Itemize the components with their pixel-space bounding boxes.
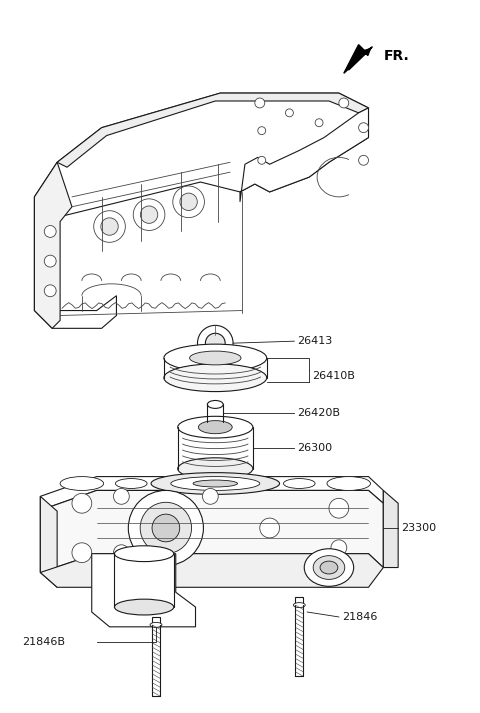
Circle shape <box>133 199 165 230</box>
Circle shape <box>203 488 218 504</box>
Ellipse shape <box>193 480 238 487</box>
Ellipse shape <box>284 478 315 488</box>
Circle shape <box>44 225 56 237</box>
Text: 26300: 26300 <box>297 443 333 453</box>
Polygon shape <box>384 491 398 568</box>
Circle shape <box>359 123 369 133</box>
Ellipse shape <box>60 476 104 491</box>
Circle shape <box>180 193 197 210</box>
Circle shape <box>205 333 225 353</box>
Polygon shape <box>344 45 372 73</box>
Circle shape <box>113 545 129 560</box>
Ellipse shape <box>164 344 267 371</box>
Circle shape <box>101 218 118 235</box>
Text: 26413: 26413 <box>297 336 333 347</box>
Circle shape <box>255 98 264 108</box>
Circle shape <box>152 514 180 542</box>
Polygon shape <box>40 491 384 573</box>
Ellipse shape <box>313 555 345 580</box>
Polygon shape <box>40 476 384 511</box>
Ellipse shape <box>114 545 174 562</box>
Circle shape <box>173 186 204 217</box>
Circle shape <box>140 502 192 554</box>
Circle shape <box>113 488 129 504</box>
Ellipse shape <box>190 351 241 365</box>
Text: FR.: FR. <box>384 48 409 63</box>
Ellipse shape <box>304 549 354 586</box>
Text: 21846: 21846 <box>342 612 377 622</box>
Circle shape <box>44 255 56 267</box>
Polygon shape <box>35 93 369 328</box>
Ellipse shape <box>198 421 232 434</box>
Circle shape <box>258 156 266 164</box>
Polygon shape <box>35 163 72 328</box>
Circle shape <box>315 119 323 127</box>
Circle shape <box>72 543 92 563</box>
Text: 23300: 23300 <box>401 523 436 533</box>
Ellipse shape <box>207 401 223 409</box>
Ellipse shape <box>150 622 162 627</box>
Circle shape <box>128 491 204 565</box>
Circle shape <box>94 211 125 242</box>
Polygon shape <box>40 554 384 588</box>
Circle shape <box>258 127 266 135</box>
Circle shape <box>72 493 92 513</box>
Ellipse shape <box>178 458 253 480</box>
Ellipse shape <box>178 416 253 438</box>
FancyBboxPatch shape <box>152 617 160 625</box>
Circle shape <box>359 155 369 165</box>
Ellipse shape <box>116 478 147 488</box>
Circle shape <box>44 284 56 297</box>
Text: 21846B: 21846B <box>23 637 66 647</box>
Polygon shape <box>40 496 57 588</box>
Ellipse shape <box>114 599 174 615</box>
Ellipse shape <box>164 364 267 391</box>
Ellipse shape <box>151 473 279 494</box>
FancyBboxPatch shape <box>295 597 303 605</box>
Polygon shape <box>92 554 195 627</box>
Ellipse shape <box>207 419 223 426</box>
Polygon shape <box>240 108 369 202</box>
Ellipse shape <box>327 476 371 491</box>
Circle shape <box>329 498 349 518</box>
Circle shape <box>197 325 233 361</box>
Text: 26420B: 26420B <box>297 409 340 419</box>
Ellipse shape <box>171 476 260 491</box>
Circle shape <box>260 518 279 538</box>
Circle shape <box>331 540 347 555</box>
Ellipse shape <box>293 602 305 607</box>
Text: 26410B: 26410B <box>312 371 355 381</box>
Circle shape <box>339 98 349 108</box>
Circle shape <box>140 206 158 223</box>
Polygon shape <box>57 93 369 168</box>
Circle shape <box>286 109 293 117</box>
Ellipse shape <box>320 561 338 574</box>
